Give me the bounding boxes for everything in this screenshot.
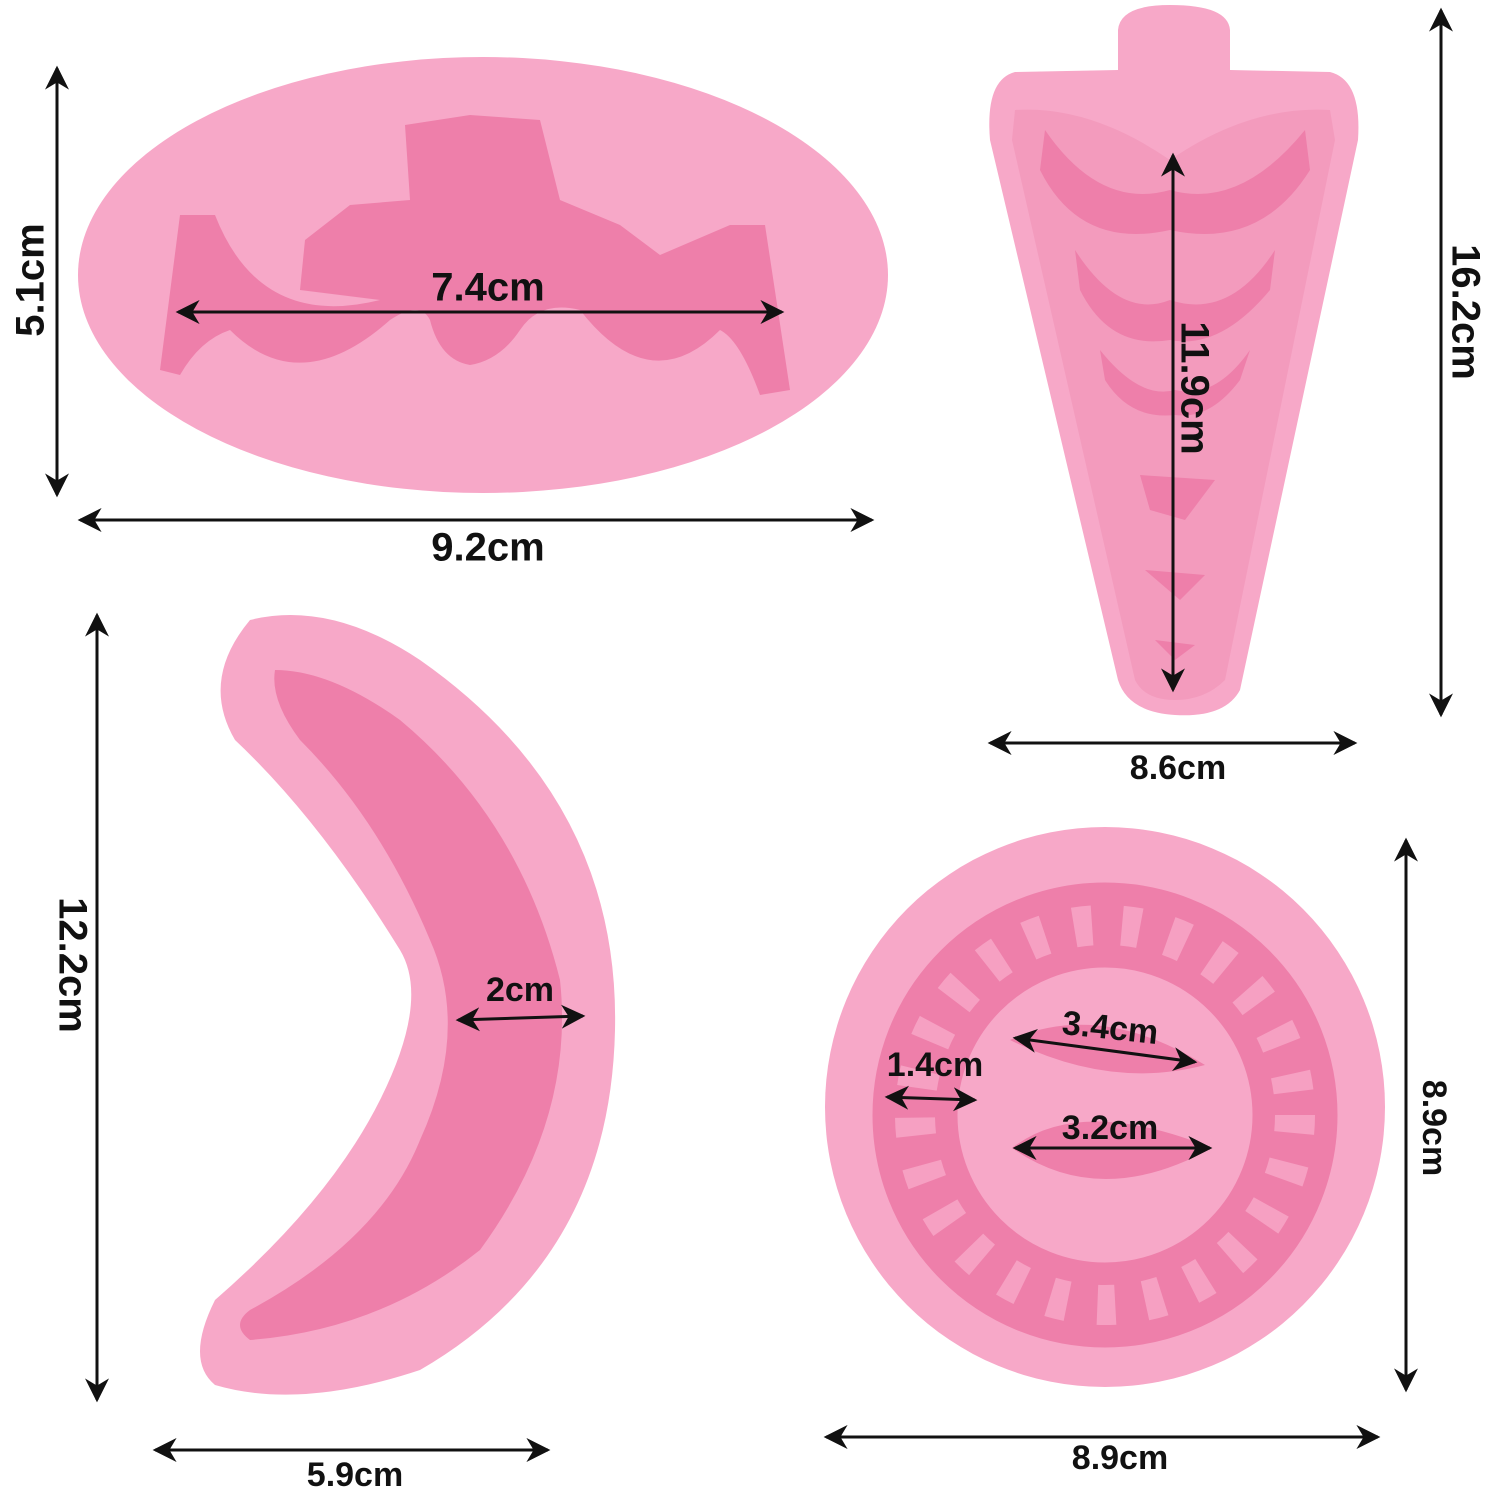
round-mold xyxy=(825,827,1385,1387)
dimension-arrow xyxy=(1012,1028,1198,1072)
dimension-label: 7.4cm xyxy=(431,266,544,310)
oval-mold xyxy=(78,57,888,493)
crescent-mold xyxy=(200,615,616,1395)
dimension-label: 3.2cm xyxy=(1062,1109,1158,1147)
dimension-label: 1.4cm xyxy=(887,1046,983,1084)
dimension-label: 8.9cm xyxy=(1415,1080,1453,1176)
dimension-label: 11.9cm xyxy=(1172,321,1216,454)
dimension-label: 5.9cm xyxy=(307,1456,403,1494)
dimension-label: 8.6cm xyxy=(1130,749,1226,787)
dimension-label: 9.2cm xyxy=(431,526,544,570)
dimension-label: 8.9cm xyxy=(1072,1439,1168,1477)
dimension-label: 2cm xyxy=(486,971,554,1009)
dimension-label: 5.1cm xyxy=(9,223,53,336)
dimension-arrow xyxy=(455,1004,586,1032)
dimension-label: 12.2cm xyxy=(50,897,94,1033)
dimension-label: 16.2cm xyxy=(1443,244,1487,380)
dimension-arrow xyxy=(884,1085,978,1112)
